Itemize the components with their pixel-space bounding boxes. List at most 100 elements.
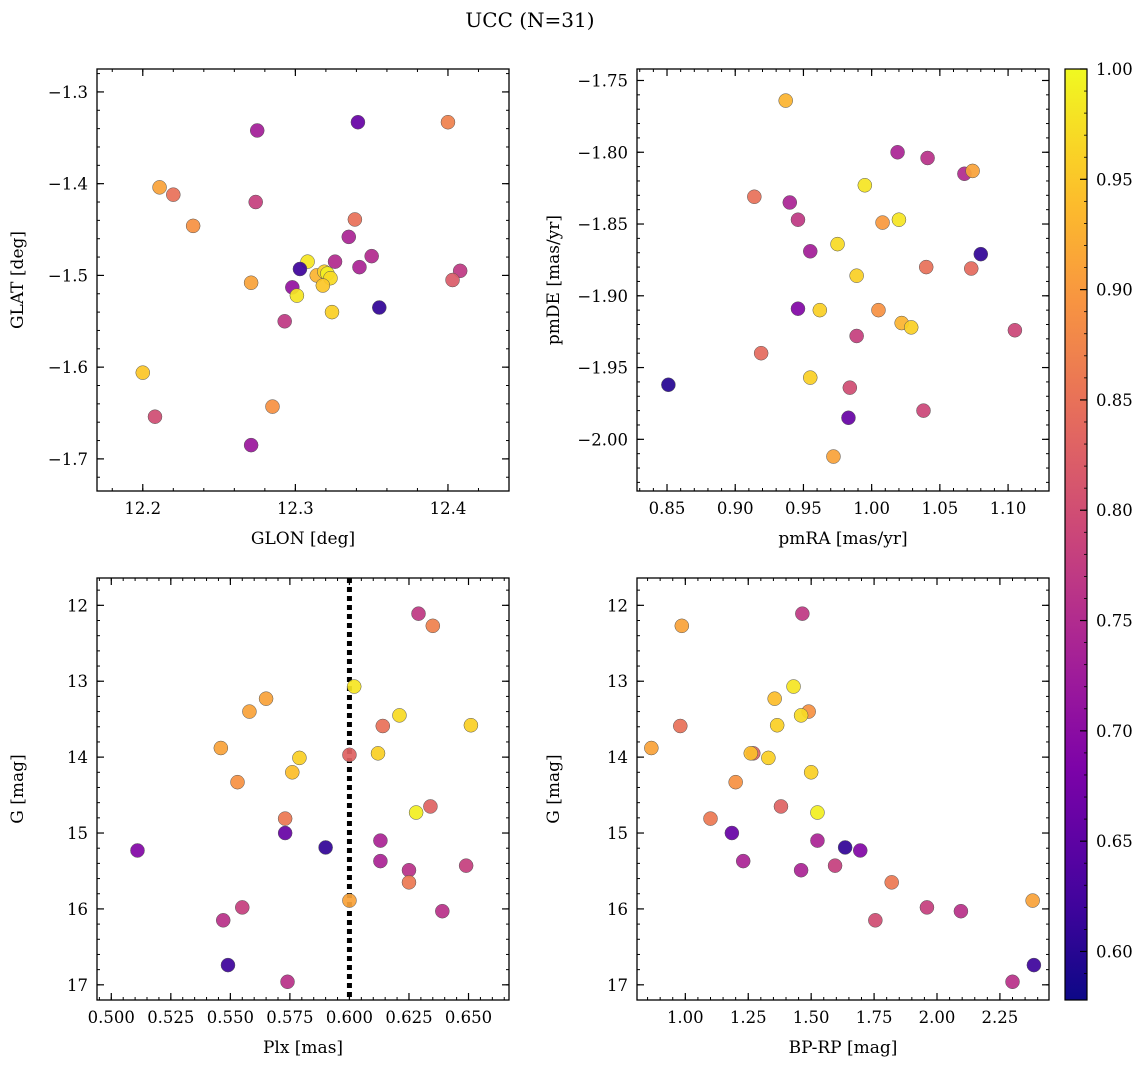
data-point [135, 365, 151, 380]
colorbar-tick-label: 0.65 [1096, 832, 1133, 851]
data-point [152, 180, 167, 195]
y-tick-label: 14 [67, 748, 88, 767]
y-tick-label: 14 [607, 748, 628, 767]
y-tick-label: 12 [607, 596, 628, 615]
data-point [778, 93, 793, 108]
data-point [953, 903, 969, 919]
panel-glon-glat: 12.2 12.3 12.4 −1.3 −1.4 −1.5 −1.6 −1.7 GLON [de… [8, 68, 510, 549]
data-point [849, 268, 864, 283]
data-point [243, 275, 259, 291]
data-point [166, 187, 181, 202]
data-point [1025, 893, 1040, 908]
colorbar-tick-label: 0.90 [1096, 281, 1133, 300]
x-tick-label: 12.2 [124, 499, 161, 518]
colorbar: 0.60 0.65 0.70 0.75 0.80 0.85 0.90 0.95 1.00 [1064, 60, 1133, 1001]
x-tick-label: 12.4 [430, 499, 467, 518]
data-point [1005, 974, 1020, 990]
data-point [352, 259, 367, 275]
data-point [841, 410, 856, 426]
x-axis-label: pmRA [mas/yr] [778, 529, 907, 549]
x-tick-label: 2.00 [919, 1008, 956, 1027]
data-point [445, 272, 460, 288]
data-point [347, 212, 363, 227]
data-point [408, 805, 424, 820]
data-point [852, 843, 868, 858]
data-point [242, 704, 257, 719]
data-point [918, 259, 934, 275]
data-point [130, 843, 145, 858]
data-point [795, 606, 810, 621]
data-point [810, 833, 825, 848]
y-tick-label: 13 [67, 672, 88, 691]
data-point [235, 900, 250, 915]
data-point [285, 765, 300, 780]
data-point [837, 840, 853, 855]
y-tick-label: −1.80 [577, 143, 628, 162]
data-point [440, 114, 456, 130]
x-axis-label: GLON [deg] [251, 529, 355, 549]
data-point [364, 248, 379, 264]
y-tick-label: 16 [67, 900, 88, 919]
panels: 12.2 12.3 12.4 −1.3 −1.4 −1.5 −1.6 −1.7 GLON [de… [8, 68, 1050, 1058]
y-axis-label: GLAT [deg] [8, 231, 28, 329]
x-tick-label: 1.00 [667, 1008, 704, 1027]
data-point [258, 691, 274, 706]
data-point [724, 825, 740, 841]
x-tick-label: 0.575 [266, 1008, 313, 1027]
y-tick-label: −1.3 [48, 83, 88, 102]
data-point [277, 811, 293, 826]
data-point [761, 750, 776, 766]
data-point [803, 370, 818, 385]
data-point [703, 811, 718, 826]
data-point [803, 244, 818, 259]
data-point [373, 833, 388, 848]
data-point [230, 774, 245, 790]
data-point [392, 708, 407, 723]
data-point [411, 606, 426, 621]
x-axis-label: Plx [mas] [263, 1038, 343, 1058]
y-tick-label: −1.5 [48, 266, 88, 285]
data-point [916, 403, 931, 418]
x-tick-label: 2.25 [982, 1008, 1019, 1027]
y-tick-label: 12 [67, 596, 88, 615]
data-point [890, 145, 905, 160]
x-tick-label: 1.00 [853, 499, 890, 518]
data-point [185, 218, 201, 234]
data-point [458, 858, 474, 873]
data-point [891, 212, 907, 227]
data-point [463, 717, 479, 733]
data-point [277, 825, 293, 841]
y-tick-label: −1.75 [577, 71, 628, 90]
data-point [786, 679, 801, 694]
colorbar-tick-label: 1.00 [1096, 60, 1133, 79]
data-point [661, 377, 676, 393]
data-point [342, 893, 357, 908]
colorbar-tick-label: 0.80 [1096, 501, 1133, 520]
data-point [812, 302, 828, 318]
x-tick-label: 0.90 [717, 499, 754, 518]
x-tick-label: 1.50 [793, 1008, 830, 1027]
plot-frame [96, 577, 510, 1001]
data-point [248, 194, 263, 210]
data-point [728, 774, 743, 790]
data-point [324, 304, 340, 320]
x-tick-label: 1.05 [921, 499, 958, 518]
data-point [327, 254, 343, 269]
data-point [289, 288, 305, 303]
x-axis-label: BP-RP [mag] [789, 1038, 898, 1058]
data-point [842, 380, 858, 395]
data-point [767, 691, 782, 706]
data-point [147, 409, 163, 424]
panel-plx-g: 0.500 0.525 0.550 0.575 0.600 0.625 0.650 12 13 1… [8, 577, 510, 1058]
y-tick-label: −2.00 [577, 430, 628, 449]
y-tick-label: −1.6 [48, 358, 88, 377]
x-tick-label: 0.625 [385, 1008, 432, 1027]
colorbar-tick-label: 0.70 [1096, 722, 1133, 741]
y-axis-label: G [mag] [8, 754, 28, 823]
data-point [871, 302, 886, 318]
x-tick-label: 1.75 [856, 1008, 893, 1027]
data-point [213, 740, 229, 756]
data-point [674, 618, 690, 634]
data-point [875, 215, 890, 230]
data-point [884, 875, 899, 890]
